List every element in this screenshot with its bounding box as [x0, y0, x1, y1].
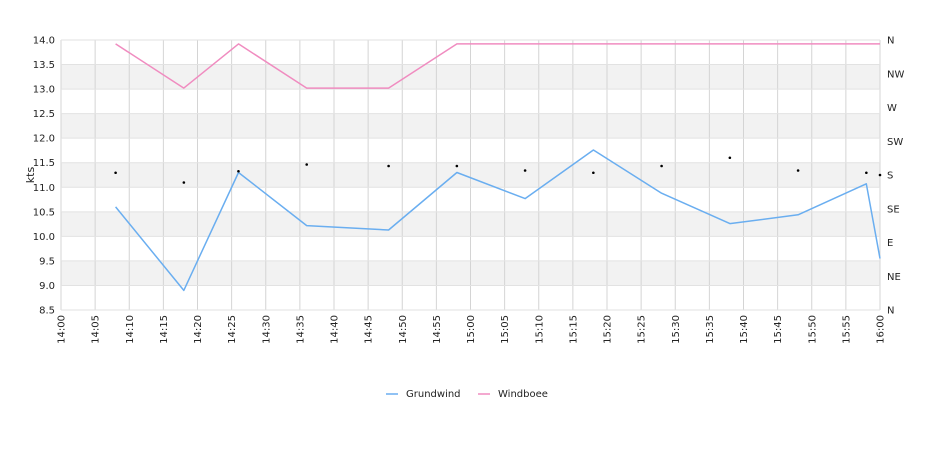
y-tick-label: 11.0: [33, 183, 55, 194]
y2-tick-label: S: [887, 171, 893, 182]
x-tick-label: 15:55: [841, 315, 852, 344]
direction-marker: [114, 171, 117, 175]
x-tick-label: 14:05: [91, 315, 102, 344]
x-tick-label: 14:40: [330, 315, 341, 344]
horizontal-gridlines: [61, 39, 880, 311]
direction-marker: [455, 164, 459, 168]
y-tick-label: 10.0: [33, 232, 55, 243]
y2-tick-label: NW: [887, 69, 904, 80]
x-tick-label: 14:00: [57, 315, 68, 344]
y-tick-label: 11.5: [33, 158, 55, 169]
x-tick-label: 14:30: [261, 315, 272, 344]
direction-marker: [728, 156, 732, 160]
x-axis-ticks: 14:00 14:05 14:10 14:15 14:20 14:25 14:30 14:35…: [57, 315, 887, 344]
y-tick-label: 13.0: [33, 85, 55, 96]
direction-marker: [865, 171, 868, 175]
y2-tick-label: SW: [887, 137, 903, 148]
y-tick-label: 10.5: [33, 207, 55, 218]
x-tick-label: 14:20: [193, 315, 204, 344]
legend: Grundwind Windboee: [386, 389, 548, 400]
x-tick-label: 15:30: [671, 315, 682, 344]
x-tick-label: 15:15: [568, 315, 579, 344]
x-tick-label: 14:50: [398, 315, 409, 344]
y-tick-label: 12.5: [33, 109, 55, 120]
y-tick-label: 8.5: [39, 306, 55, 317]
y2-tick-label: NE: [887, 272, 901, 283]
x-tick-label: 14:10: [125, 315, 136, 344]
y-axis-label: kts: [24, 167, 37, 184]
y-tick-label: 14.0: [33, 36, 55, 47]
y2-tick-label: W: [887, 103, 897, 114]
y-tick-label: 13.5: [33, 60, 55, 71]
x-tick-label: 15:05: [500, 315, 511, 344]
direction-marker: [305, 163, 309, 166]
direction-marker: [660, 164, 663, 168]
x-tick-label: 14:35: [295, 315, 306, 344]
legend-label: Grundwind: [406, 389, 461, 400]
direction-marker: [237, 169, 240, 173]
x-tick-label: 15:50: [807, 315, 818, 344]
y-tick-label: 9.5: [39, 256, 55, 267]
y-axis-ticks: 14.0 13.5 13.0 12.5 12.0 11.5 11.0 10.5 10.0 9.5 9…: [33, 36, 55, 317]
y-tick-label: 9.0: [39, 281, 55, 292]
x-tick-label: 14:25: [227, 315, 238, 344]
x-tick-label: 14:55: [432, 315, 443, 344]
direction-marker: [796, 169, 800, 172]
y2-tick-label: SE: [887, 204, 900, 215]
x-tick-label: 15:45: [773, 315, 784, 344]
y-tick-label: 12.0: [33, 134, 55, 145]
direction-marker: [387, 164, 390, 168]
direction-marker: [592, 171, 595, 175]
x-tick-label: 15:40: [739, 315, 750, 344]
x-tick-label: 14:45: [364, 315, 375, 344]
direction-markers: [114, 156, 882, 184]
x-tick-label: 15:35: [705, 315, 716, 344]
direction-marker: [878, 173, 882, 177]
x-tick-label: 15:25: [637, 315, 648, 344]
x-tick-label: 15:20: [603, 315, 614, 344]
direction-marker: [182, 181, 186, 184]
y2-axis-ticks: N NW W SW S SE E NE N: [887, 36, 904, 317]
vertical-gridlines: [60, 40, 881, 310]
y2-tick-label: N: [887, 306, 894, 317]
y2-tick-label: E: [887, 238, 893, 249]
x-tick-label: 15:10: [534, 315, 545, 344]
x-tick-label: 15:00: [466, 315, 477, 344]
x-tick-label: 16:00: [876, 315, 887, 344]
legend-label: Windboee: [498, 389, 548, 400]
direction-marker: [523, 169, 527, 172]
series-line-windboee: [115, 43, 880, 89]
y2-tick-label: N: [887, 36, 894, 47]
x-tick-label: 14:15: [159, 315, 170, 344]
